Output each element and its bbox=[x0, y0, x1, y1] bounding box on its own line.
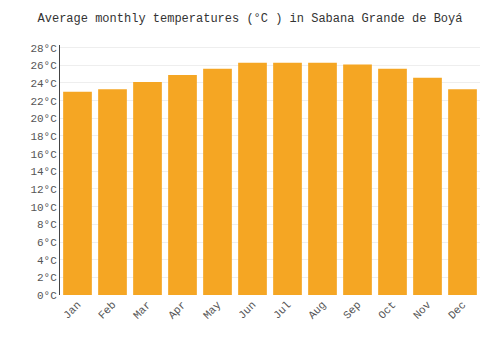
svg-text:4°C: 4°C bbox=[37, 255, 57, 267]
svg-text:22°C: 22°C bbox=[30, 96, 57, 108]
svg-text:Jun: Jun bbox=[236, 299, 258, 321]
svg-text:26°C: 26°C bbox=[30, 60, 57, 72]
svg-text:May: May bbox=[201, 299, 224, 322]
svg-text:6°C: 6°C bbox=[37, 237, 57, 249]
svg-text:16°C: 16°C bbox=[30, 149, 57, 161]
svg-text:Jul: Jul bbox=[271, 299, 293, 321]
svg-text:Dec: Dec bbox=[446, 299, 468, 321]
svg-text:24°C: 24°C bbox=[30, 78, 57, 90]
svg-text:10°C: 10°C bbox=[30, 202, 57, 214]
svg-text:Jan: Jan bbox=[61, 299, 83, 321]
svg-text:12°C: 12°C bbox=[30, 184, 57, 196]
svg-text:Feb: Feb bbox=[96, 299, 118, 321]
svg-text:2°C: 2°C bbox=[37, 272, 57, 284]
svg-text:Apr: Apr bbox=[166, 299, 188, 321]
svg-text:Average monthly temperatures (: Average monthly temperatures (°C ) in Sa… bbox=[38, 12, 463, 26]
svg-text:28°C: 28°C bbox=[30, 43, 57, 55]
svg-text:Mar: Mar bbox=[131, 299, 153, 321]
svg-text:Aug: Aug bbox=[306, 299, 328, 321]
svg-text:8°C: 8°C bbox=[37, 219, 57, 231]
svg-text:20°C: 20°C bbox=[30, 113, 57, 125]
svg-text:18°C: 18°C bbox=[30, 131, 57, 143]
svg-text:Nov: Nov bbox=[411, 299, 434, 322]
svg-text:Oct: Oct bbox=[376, 299, 398, 321]
svg-text:0°C: 0°C bbox=[37, 290, 57, 302]
svg-text:14°C: 14°C bbox=[30, 166, 57, 178]
svg-text:Sep: Sep bbox=[341, 299, 363, 321]
